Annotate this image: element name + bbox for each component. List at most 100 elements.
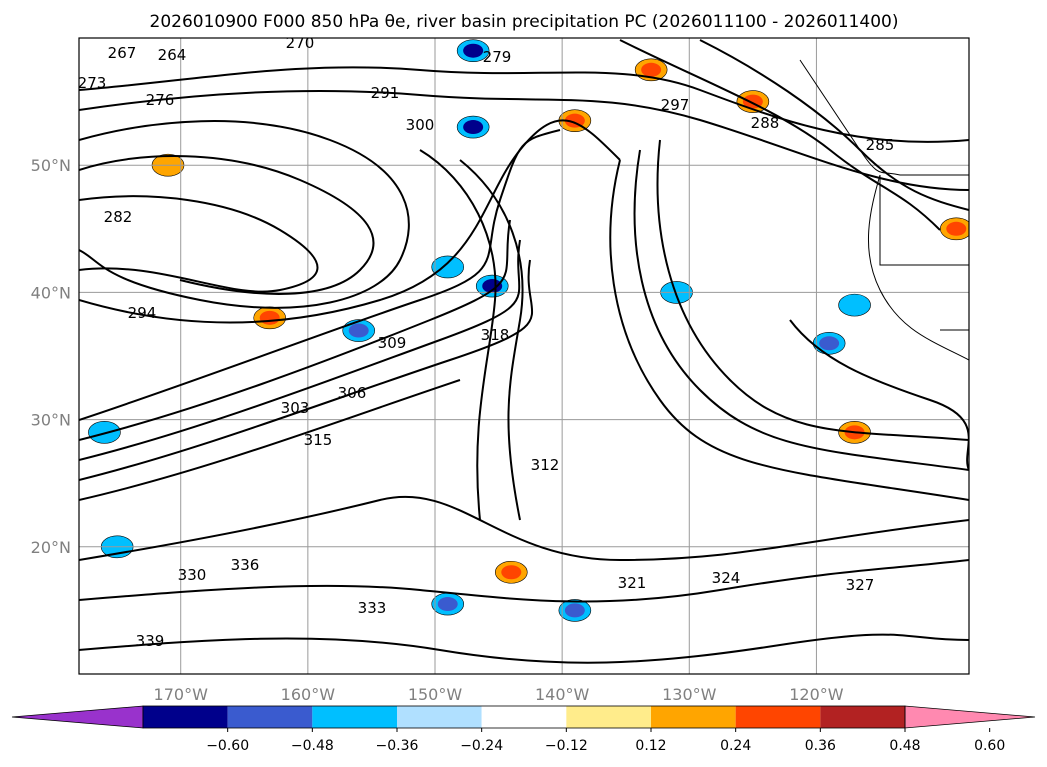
- contour-line: [619, 39, 941, 231]
- precip-blob-core: [564, 603, 585, 618]
- colorbar-tick-label: 0.60: [974, 738, 1005, 754]
- colorbar-tick-label: 0.36: [805, 738, 836, 754]
- contour-label: 321: [618, 574, 647, 592]
- colorbar-tick-label: −0.24: [460, 738, 503, 754]
- contour-label: 291: [371, 84, 400, 102]
- colorbar-ticks: −0.60 −0.48 −0.36 −0.24 −0.12 0.12 0.24 0.36 0.4…: [206, 728, 1005, 754]
- colorbar-segment: [481, 706, 567, 728]
- precip-blob-core: [348, 323, 369, 338]
- contour-line: [79, 495, 969, 562]
- colorbar-extend-high: [904, 705, 1036, 729]
- contour-label: 300: [406, 116, 435, 134]
- coastline: [799, 59, 969, 361]
- contour-line: [79, 195, 319, 293]
- contour-label: 312: [531, 456, 560, 474]
- contour-line: [79, 633, 969, 664]
- map-frame: [78, 37, 970, 675]
- y-tick-label: 30°N: [31, 411, 71, 430]
- contour-label: 333: [358, 599, 387, 617]
- colorbar-tick-label: 0.24: [720, 738, 751, 754]
- gridlines: [79, 38, 969, 674]
- contour-line: [79, 239, 521, 461]
- contour-line: [79, 155, 375, 295]
- x-tick-label: 170°W: [154, 685, 209, 704]
- contour-label: 336: [231, 556, 260, 574]
- x-tick-label: 120°W: [789, 685, 844, 704]
- contour-label: 285: [866, 136, 895, 154]
- precip-blob-core: [641, 62, 662, 77]
- precip-blob-core: [844, 298, 865, 313]
- y-tick-label: 20°N: [31, 538, 71, 557]
- colorbar-segment: [227, 706, 313, 728]
- colorbar: [11, 705, 1036, 729]
- contour-line: [79, 119, 621, 324]
- contour-line: [633, 149, 969, 471]
- x-tick-label: 140°W: [535, 685, 590, 704]
- contour-line: [79, 129, 561, 421]
- contour-label: 330: [178, 566, 207, 584]
- chart-title: 2026010900 F000 850 hPa θe, river basin …: [150, 12, 899, 32]
- contour-label: 318: [481, 326, 510, 344]
- x-tick-label: 160°W: [281, 685, 336, 704]
- contour-label: 324: [712, 569, 741, 587]
- contour-label: 279: [483, 48, 512, 66]
- contour-line: [79, 120, 410, 309]
- colorbar-tick-label: 0.12: [635, 738, 666, 754]
- contour-label: 315: [304, 431, 333, 449]
- contour-labels: 264 267 270 273 276 279 282 285 288 291 294 297 300 3…: [78, 34, 895, 650]
- precip-blob-core: [259, 310, 280, 325]
- colorbar-segment: [143, 706, 228, 728]
- colorbar-segment: [735, 706, 821, 728]
- colorbar-segment: [651, 706, 736, 728]
- x-tick-label: 130°W: [662, 685, 717, 704]
- contour-label: 288: [751, 114, 780, 132]
- contour-label: 276: [146, 91, 175, 109]
- colorbar-segment: [820, 706, 905, 728]
- precip-blob-core: [94, 425, 115, 440]
- colorbar-frame: [142, 705, 906, 729]
- contour-label: 270: [286, 34, 315, 52]
- precip-blob-core: [437, 259, 458, 274]
- contour-line: [79, 559, 969, 603]
- contour-label: 294: [128, 304, 157, 322]
- x-tick-label: 150°W: [408, 685, 463, 704]
- contour-line: [79, 379, 461, 501]
- contour-label: 267: [108, 44, 137, 62]
- y-tick-label: 40°N: [31, 283, 71, 302]
- colorbar-tick-label: −0.36: [376, 738, 419, 754]
- contour-label: 297: [661, 96, 690, 114]
- precip-blob-core: [946, 221, 967, 236]
- coastline-segment: [879, 175, 969, 266]
- precip-blob-core: [819, 336, 840, 351]
- contour-label: 303: [281, 399, 310, 417]
- precip-blob-core: [463, 43, 484, 58]
- y-tick-label: 50°N: [31, 156, 71, 175]
- contour-line: [419, 149, 497, 521]
- contour-line: [656, 139, 969, 441]
- contour-line: [459, 159, 524, 521]
- contour-line: [609, 159, 969, 501]
- precip-blob-core: [463, 120, 484, 135]
- precip-blob-core: [482, 279, 503, 294]
- contour-label: 327: [846, 576, 875, 594]
- colorbar-segment: [312, 706, 397, 728]
- precip-blob-core: [437, 597, 458, 612]
- colorbar-tick-label: 0.48: [889, 738, 920, 754]
- y-axis-ticks: 50°N 40°N 30°N 20°N: [31, 156, 71, 557]
- precip-blob-core: [501, 565, 522, 580]
- colorbar-tick-label: −0.12: [545, 738, 588, 754]
- contour-line: [789, 319, 969, 471]
- coastline-segment: [799, 59, 969, 176]
- colorbar-segment: [397, 706, 482, 728]
- x-axis-ticks: 170°W 160°W 150°W 140°W 130°W 120°W: [154, 685, 844, 704]
- contour-label: 306: [338, 384, 367, 402]
- contour-label: 273: [78, 74, 107, 92]
- colorbar-extend-low: [11, 705, 144, 729]
- contour-line: [79, 219, 511, 441]
- contour-label: 282: [104, 208, 133, 226]
- theta-e-contours: [79, 39, 969, 664]
- map-area: 264 267 270 273 276 279 282 285 288 291 294 297 300 3…: [78, 34, 970, 675]
- colorbar-tick-label: −0.60: [206, 738, 249, 754]
- colorbar-segment: [566, 706, 651, 728]
